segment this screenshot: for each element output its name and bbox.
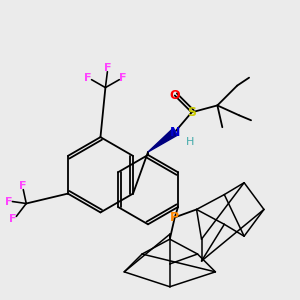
Text: O: O bbox=[169, 89, 180, 102]
Text: F: F bbox=[5, 196, 12, 206]
Polygon shape bbox=[148, 129, 177, 152]
Text: H: H bbox=[185, 137, 194, 147]
Text: F: F bbox=[119, 73, 127, 83]
Text: N: N bbox=[169, 126, 180, 139]
Text: F: F bbox=[19, 181, 26, 191]
Text: F: F bbox=[103, 63, 111, 73]
Text: P: P bbox=[170, 211, 179, 224]
Text: F: F bbox=[84, 73, 91, 83]
Text: F: F bbox=[9, 214, 16, 224]
Text: S: S bbox=[187, 106, 196, 119]
